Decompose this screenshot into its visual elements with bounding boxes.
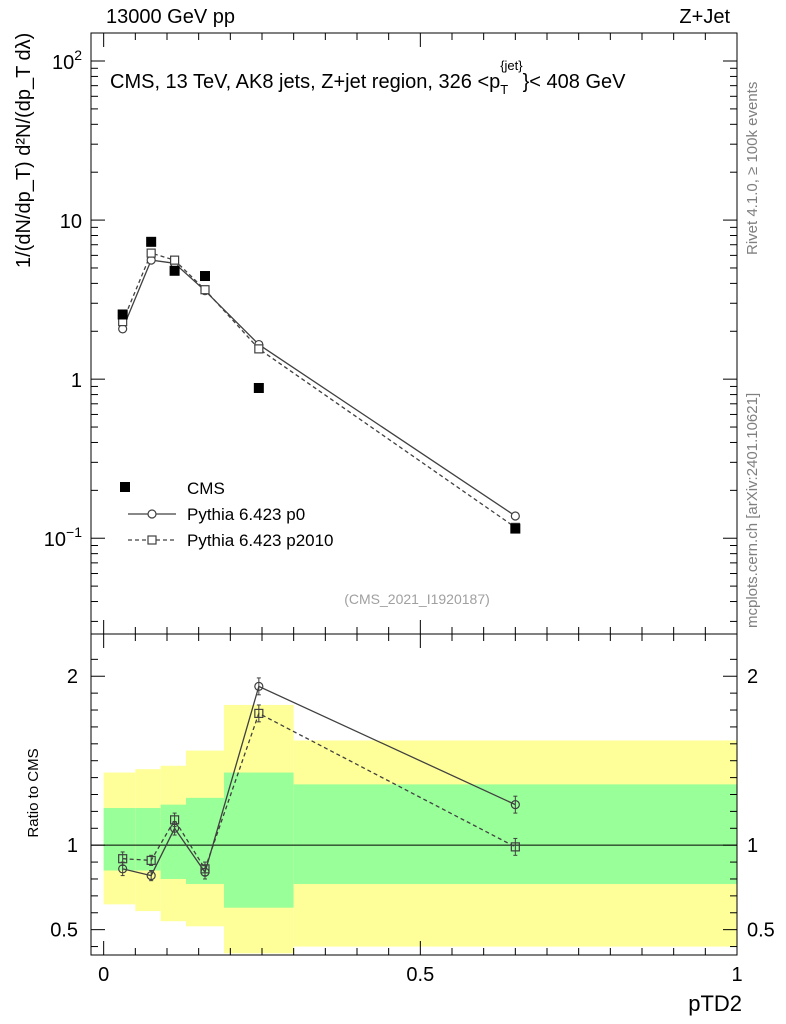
legend-marker-p0 xyxy=(147,509,157,519)
marker-p2010 xyxy=(146,248,156,258)
ratio-marker-p0 xyxy=(146,870,156,881)
header-left: 13000 GeV pp xyxy=(106,6,235,28)
band-inner-bin xyxy=(135,808,161,871)
ratio-line-p0 xyxy=(122,685,516,877)
ratio-marker-p2010 xyxy=(254,708,264,719)
marker-p0 xyxy=(510,511,520,521)
marker-p2010 xyxy=(170,255,180,265)
marker-p2010 xyxy=(254,344,264,354)
band-inner-bin xyxy=(224,772,294,908)
mcplots-note: mcplots.cern.ch [arXiv:2401.10621] xyxy=(744,392,761,628)
legend-label-p2010: Pythia 6.423 p2010 xyxy=(187,531,334,550)
legend-marker-cms xyxy=(120,482,130,492)
band-inner-bin xyxy=(103,808,136,871)
chart-title: CMS, 13 TeV, AK8 jets, Z+jet region, 326… xyxy=(110,58,626,97)
analysis-watermark: (CMS_2021_I1920187) xyxy=(344,591,490,607)
ratio-y-axis-label: Ratio to CMS xyxy=(25,748,42,837)
marker-p2010 xyxy=(200,285,210,295)
marker-cms xyxy=(169,265,180,276)
header-right: Z+Jet xyxy=(679,6,730,28)
legend-label-cms: CMS xyxy=(187,479,225,498)
y-tick-label: 10−1 xyxy=(44,524,82,551)
series-line-p0 xyxy=(122,259,516,517)
y-tick-label: 102 xyxy=(52,47,82,74)
series-line-p2010 xyxy=(122,252,516,528)
ratio-y-tick-label: 2 xyxy=(67,666,78,688)
marker-cms xyxy=(200,271,210,282)
legend-marker-p2010 xyxy=(147,535,157,545)
marker-cms xyxy=(117,309,128,320)
x-tick-label: 1 xyxy=(731,964,742,986)
ratio-y-tick-label: 1 xyxy=(67,835,78,857)
rivet-note: Rivet 4.1.0, ≥ 100k events xyxy=(744,81,761,255)
ratio-marker-p0 xyxy=(510,800,520,810)
marker-cms xyxy=(253,382,264,393)
marker-cms xyxy=(146,236,157,247)
ratio-y-tick-label-right: 0.5 xyxy=(747,920,775,942)
ratio-y-tick-label-right: 2 xyxy=(747,666,758,688)
y-tick-label: 1 xyxy=(71,370,82,392)
band-inner-bin xyxy=(160,804,186,879)
ratio-y-tick-label-right: 1 xyxy=(747,835,758,857)
marker-cms xyxy=(510,523,521,534)
y-tick-label: 10 xyxy=(60,211,82,233)
x-tick-label: 0 xyxy=(98,964,109,986)
legend-label-p0: Pythia 6.423 p0 xyxy=(187,505,305,524)
ratio-marker-p0 xyxy=(254,681,264,691)
x-axis-label: pTD2 xyxy=(688,991,742,1016)
y-axis-label: 1/(dN/dp_T) d²N/(dp_T dλ) xyxy=(13,33,35,268)
ratio-line-p2010 xyxy=(122,712,516,871)
ratio-y-tick-label: 0.5 xyxy=(50,920,78,942)
x-tick-label: 0.5 xyxy=(406,964,434,986)
ratio-marker-p2010 xyxy=(146,855,156,865)
ratio-marker-p2010 xyxy=(510,842,520,852)
ratio-marker-p2010 xyxy=(170,815,180,825)
ratio-marker-p2010 xyxy=(118,854,128,864)
ratio-marker-p2010 xyxy=(200,864,210,874)
